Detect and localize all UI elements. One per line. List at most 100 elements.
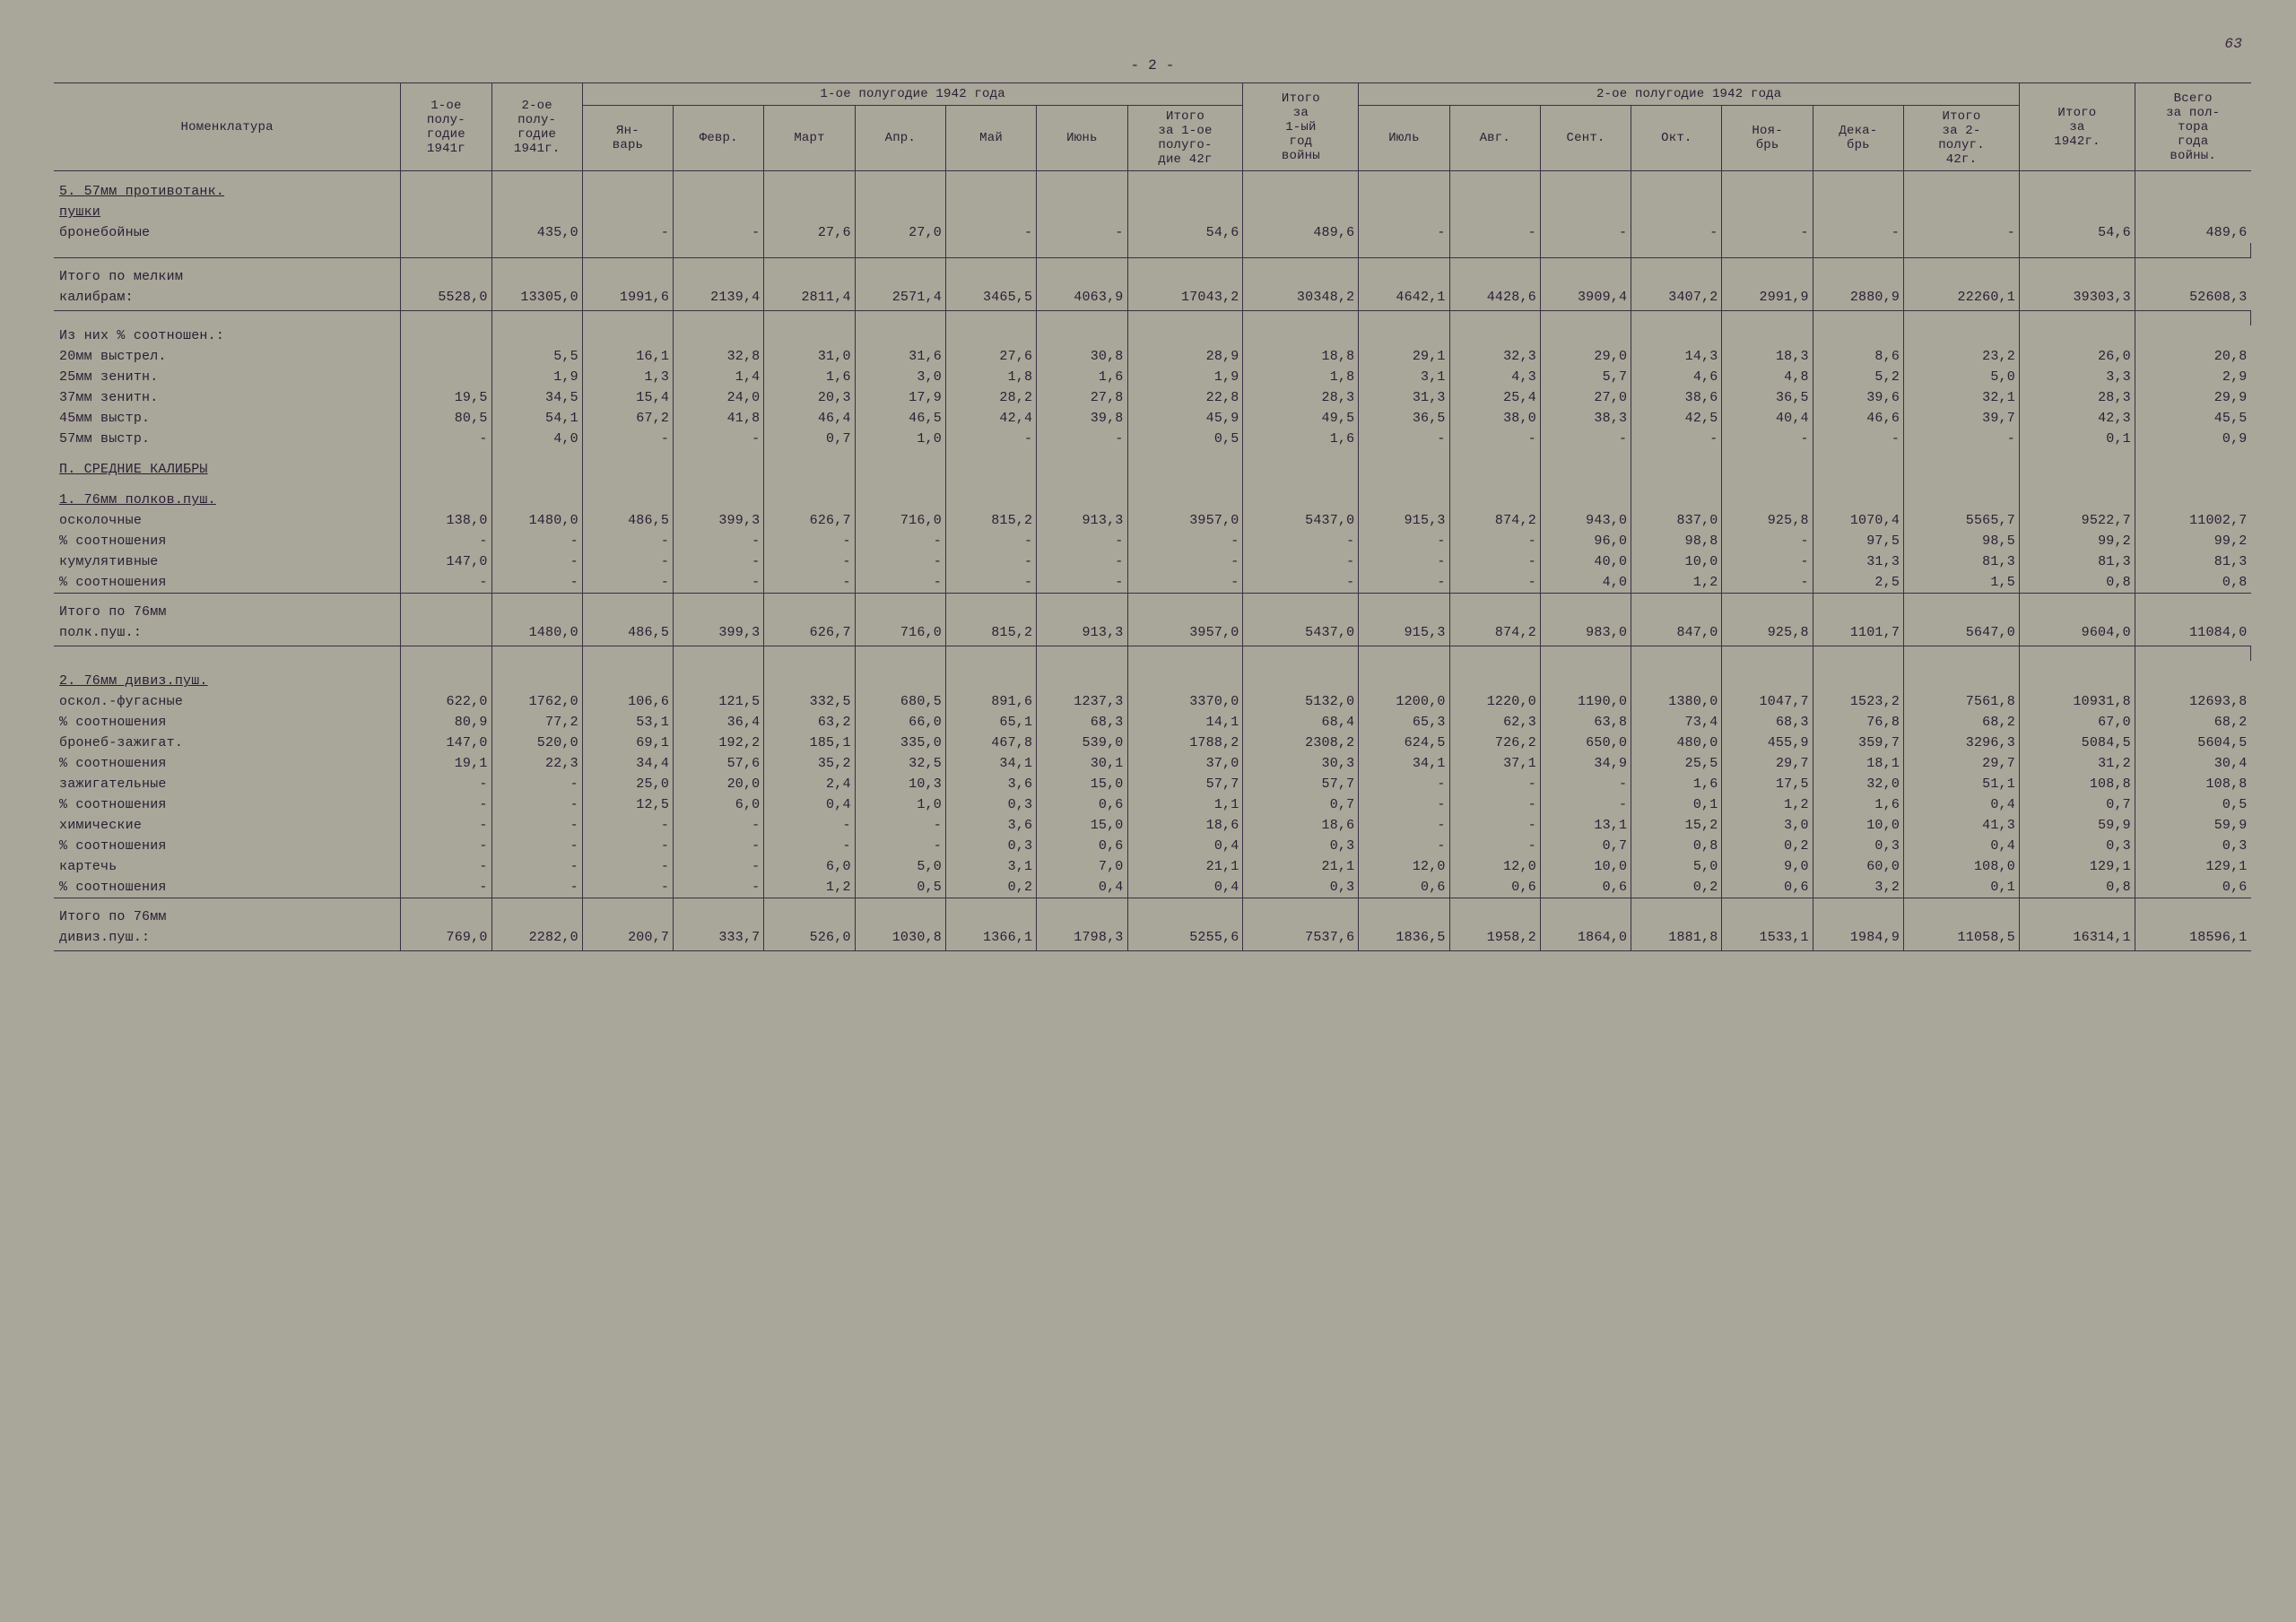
cell: 18596,1: [2135, 927, 2250, 951]
cell: -: [1037, 551, 1127, 572]
row-label: 25мм зенитн.: [54, 367, 401, 387]
cell: 39,6: [1813, 387, 1903, 408]
col-nomenclature: Номенклатура: [54, 83, 401, 171]
cell: [855, 661, 945, 691]
cell: [1540, 661, 1631, 691]
cell: -: [1904, 222, 2020, 243]
row-label: зажигательные: [54, 774, 401, 794]
cell: [764, 171, 855, 203]
cell: [582, 449, 673, 480]
cell: 7561,8: [1904, 691, 2020, 712]
cell: 80,5: [401, 408, 491, 429]
cell: [2019, 480, 2135, 510]
cell: [1359, 602, 1449, 622]
cell: [2135, 202, 2250, 222]
col-total-1942: Итогоза1942г.: [2019, 83, 2135, 171]
cell: 3,0: [855, 367, 945, 387]
row-label: % соотношения: [54, 836, 401, 856]
cell: 4,3: [1449, 367, 1540, 387]
cell: [1631, 602, 1722, 622]
cell: 31,2: [2019, 753, 2135, 774]
cell: 0,7: [1243, 794, 1359, 815]
cell: [491, 661, 582, 691]
cell: 8,6: [1813, 346, 1903, 367]
cell: [491, 906, 582, 927]
col-group-h2-1942: 2-ое полугодие 1942 года: [1359, 83, 2020, 106]
cell: 30348,2: [1243, 287, 1359, 311]
cell: 31,0: [764, 346, 855, 367]
cell: [1037, 480, 1127, 510]
cell: 38,0: [1449, 408, 1540, 429]
cell: 1836,5: [1359, 927, 1449, 951]
cell: 32,8: [674, 346, 764, 367]
cell: 0,4: [1904, 794, 2020, 815]
cell: 34,9: [1540, 753, 1631, 774]
cell: 22,8: [1127, 387, 1243, 408]
cell: -: [1449, 551, 1540, 572]
row-label: % соотношения: [54, 531, 401, 551]
cell: 59,9: [2019, 815, 2135, 836]
cell: -: [491, 815, 582, 836]
cell: 11002,7: [2135, 510, 2250, 531]
cell: 38,3: [1540, 408, 1631, 429]
cell: 0,7: [1540, 836, 1631, 856]
cell: -: [764, 531, 855, 551]
cell: 200,7: [582, 927, 673, 951]
table-row: картечь----6,05,03,17,021,121,112,012,01…: [54, 856, 2251, 877]
cell: [1904, 325, 2020, 346]
cell: [1540, 906, 1631, 927]
cell: [1449, 480, 1540, 510]
table-row: % соотношения80,977,253,136,463,266,065,…: [54, 712, 2251, 733]
cell: 21,1: [1243, 856, 1359, 877]
cell: [1540, 171, 1631, 203]
col-aug: Авг.: [1449, 106, 1540, 171]
col-total-war: Всегоза пол-торагодавойны.: [2135, 83, 2250, 171]
cell: 5255,6: [1127, 927, 1243, 951]
cell: 1,6: [764, 367, 855, 387]
col-total-year1: Итогоза1-ыйгодвойны: [1243, 83, 1359, 171]
cell: 5528,0: [401, 287, 491, 311]
cell: [1243, 602, 1359, 622]
cell: 17,9: [855, 387, 945, 408]
cell: 1,2: [1631, 572, 1722, 594]
cell: 333,7: [674, 927, 764, 951]
cell: [1722, 906, 1813, 927]
cell: -: [401, 794, 491, 815]
cell: [1631, 661, 1722, 691]
page-label: - 2 -: [54, 57, 2251, 74]
cell: -: [582, 551, 673, 572]
cell: 943,0: [1540, 510, 1631, 531]
cell: [1540, 202, 1631, 222]
cell: -: [491, 551, 582, 572]
cell: 2,5: [1813, 572, 1903, 594]
cell: 25,4: [1449, 387, 1540, 408]
cell: 520,0: [491, 733, 582, 753]
cell: [674, 602, 764, 622]
cell: [1037, 325, 1127, 346]
cell: [1127, 661, 1243, 691]
col-oct: Окт.: [1631, 106, 1722, 171]
table-row: оскол.-фугасные622,01762,0106,6121,5332,…: [54, 691, 2251, 712]
cell: [2019, 202, 2135, 222]
cell: -: [401, 531, 491, 551]
cell: [1359, 906, 1449, 927]
cell: -: [764, 572, 855, 594]
cell: 4,0: [491, 429, 582, 449]
cell: [1904, 171, 2020, 203]
cell: 0,4: [1127, 877, 1243, 898]
cell: [1449, 171, 1540, 203]
cell: -: [582, 222, 673, 243]
row-label: оскол.-фугасные: [54, 691, 401, 712]
cell: -: [674, 836, 764, 856]
table-row: [54, 311, 2251, 326]
cell: -: [401, 429, 491, 449]
cell: [945, 171, 1036, 203]
cell: 147,0: [401, 551, 491, 572]
cell: [855, 171, 945, 203]
cell: -: [582, 856, 673, 877]
cell: 15,0: [1037, 815, 1127, 836]
cell: [1449, 661, 1540, 691]
cell: [1037, 266, 1127, 287]
cell: 27,0: [855, 222, 945, 243]
cell: -: [1540, 774, 1631, 794]
